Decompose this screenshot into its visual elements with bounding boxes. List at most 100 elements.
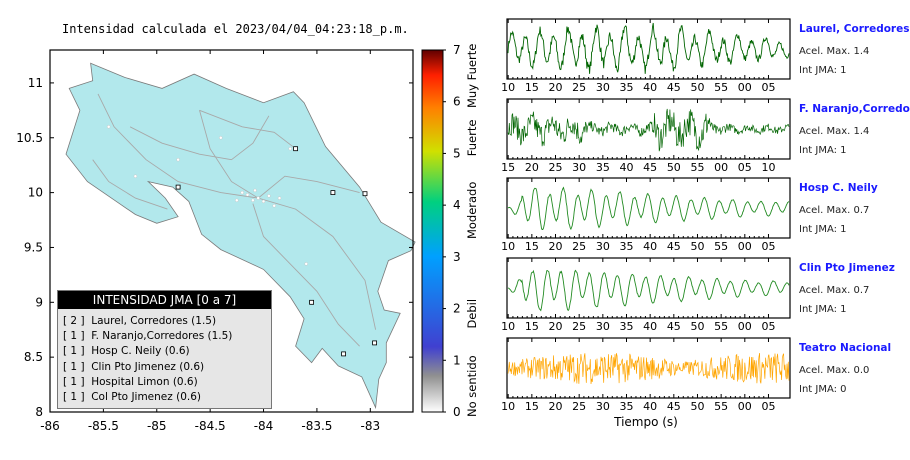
time-tick-label: 40: [643, 400, 657, 413]
time-tick-label: 25: [549, 161, 563, 174]
town-marker: [251, 198, 255, 203]
x-tick-label: -85.5: [88, 419, 119, 433]
time-tick-label: 45: [643, 161, 657, 174]
time-tick-label: 35: [619, 320, 633, 333]
x-tick-label: -86: [40, 419, 60, 433]
time-tick-label: 05: [761, 320, 775, 333]
time-tick-label: 10: [501, 400, 515, 413]
colorbar-label: Moderado: [465, 182, 479, 239]
waveform-trace: [507, 186, 790, 231]
jma-intensity-label: Int JMA: 1: [799, 145, 847, 156]
time-tick-label: 40: [643, 320, 657, 333]
station-marker: [293, 146, 299, 152]
panel-frame: [506, 257, 791, 319]
time-tick-label: 30: [596, 240, 610, 253]
map-x-axis: -86 -85.5 -85 -84.5 -84 -83.5 -83: [40, 50, 380, 433]
costa-rica-landmass: [65, 62, 416, 410]
town-marker: [288, 146, 292, 151]
landmass-shape: [65, 62, 416, 410]
legend-title: INTENSIDAD JMA [0 a 7]: [58, 291, 271, 309]
y-tick-label: 8.5: [24, 350, 43, 364]
seismogram-panel: 10 15 20 25 30 35 40 45 50 55 00 05 Laurel, Corredor…: [501, 18, 909, 94]
time-axis-label: Tiempo (s): [613, 415, 678, 429]
time-tick-label: 50: [690, 400, 704, 413]
accel-max-label: Acel. Max. 1.4: [799, 126, 869, 137]
time-tick-label: 15: [525, 320, 539, 333]
road-line: [199, 109, 296, 150]
map-frame: [49, 49, 414, 413]
x-tick-label: -84: [254, 419, 274, 433]
x-tick-label: -83.5: [301, 419, 332, 433]
colorbar-tick-label: 2: [453, 302, 461, 316]
station-marker: [362, 191, 368, 197]
time-tick-label: 00: [738, 240, 752, 253]
time-tick-label: 05: [738, 161, 752, 174]
time-tick-label: 35: [596, 161, 610, 174]
map-title: Intensidad calculada el 2023/04/04_04:23…: [62, 22, 409, 36]
waveform-trace: [507, 269, 790, 312]
accel-max-label: Acel. Max. 0.0: [799, 365, 869, 376]
time-tick-label: 25: [572, 240, 586, 253]
x-tick-label: -85: [147, 419, 167, 433]
jma-intensity-label: Int JMA: 1: [799, 304, 847, 315]
time-tick-label: 35: [619, 81, 633, 94]
town-marker: [235, 198, 239, 203]
time-tick-label: 40: [643, 81, 657, 94]
time-tick-label: 05: [761, 81, 775, 94]
waveform-trace: [507, 108, 790, 152]
colorbar-label: No sentido: [465, 355, 479, 417]
time-tick-label: 20: [549, 81, 563, 94]
y-tick-label: 10: [28, 186, 43, 200]
town-marker: [256, 196, 260, 200]
time-tick-label: 40: [619, 161, 633, 174]
time-tick-label: 05: [761, 240, 775, 253]
road-line: [129, 126, 232, 161]
time-tick-label: 15: [501, 161, 515, 174]
legend-item: [ 2 ] Laurel, Corredores (1.5): [63, 315, 217, 327]
road-network: [92, 93, 377, 347]
station-marker: [309, 299, 315, 305]
town-marker: [133, 174, 138, 178]
town-marker: [261, 199, 266, 204]
colorbar-gradient: [421, 49, 444, 413]
jma-intensity-label: Int JMA: 0: [799, 384, 847, 395]
y-tick-label: 11: [28, 76, 43, 90]
town-marker: [106, 125, 111, 129]
time-tick-label: 25: [572, 320, 586, 333]
seismogram-panel: 10 15 20 25 30 35 40 45 50 55 00 05 Hosp C. Neily Ace…: [501, 177, 878, 253]
town-marker: [304, 262, 308, 266]
road-line: [97, 93, 377, 330]
station-name: F. Naranjo,Corredores: [799, 103, 910, 115]
panel-frame: [506, 177, 791, 239]
legend-item: [ 1 ] Col Pto Jimenez (0.6): [63, 391, 202, 404]
time-tick-label: 05: [761, 400, 775, 413]
time-tick-label: 25: [572, 400, 586, 413]
accel-max-label: Acel. Max. 0.7: [799, 285, 869, 296]
intensity-legend: INTENSIDAD JMA [0 a 7] [ 2 ] Laurel, Cor…: [57, 290, 272, 409]
time-tick-label: 15: [525, 400, 539, 413]
colorbar-tick-label: 1: [453, 353, 461, 367]
road-line: [231, 115, 270, 161]
station-name: Laurel, Corredores: [799, 23, 909, 35]
time-tick-label: 55: [714, 400, 728, 413]
waveform-trace: [507, 352, 790, 385]
colorbar-tick-label: 4: [453, 198, 461, 212]
y-tick-label: 9.5: [24, 240, 43, 254]
y-tick-label: 10.5: [16, 131, 43, 145]
time-tick-label: 55: [714, 320, 728, 333]
station-name: Hosp C. Neily: [799, 182, 878, 194]
time-tick-label: 10: [761, 161, 775, 174]
x-tick-label: -84.5: [195, 419, 226, 433]
time-tick-label: 55: [690, 161, 704, 174]
colorbar-tick-label: 5: [453, 146, 461, 160]
colorbar-tick-label: 3: [453, 250, 461, 264]
time-tick-label: 30: [596, 81, 610, 94]
x-tick-label: -83: [360, 419, 380, 433]
colorbar-tick-label: 7: [453, 43, 461, 57]
time-tick-label: 50: [690, 81, 704, 94]
jma-intensity-label: Int JMA: 1: [799, 65, 847, 76]
time-tick-label: 00: [738, 400, 752, 413]
time-tick-label: 30: [596, 400, 610, 413]
time-tick-label: 55: [714, 240, 728, 253]
